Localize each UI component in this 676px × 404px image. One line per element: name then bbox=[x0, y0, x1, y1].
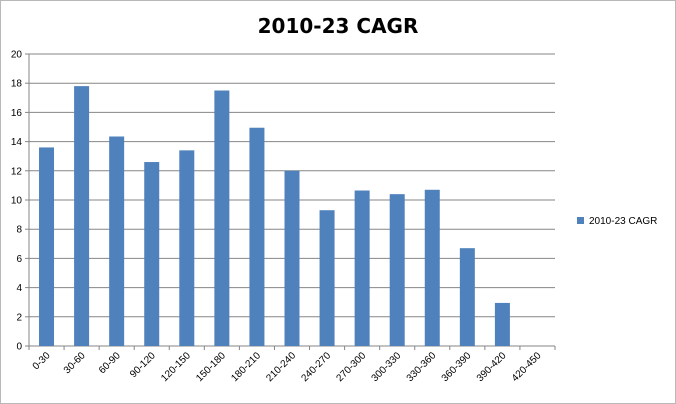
x-tick-label: 210-240 bbox=[264, 350, 298, 384]
bar-330-360 bbox=[424, 189, 440, 346]
bar-360-390 bbox=[459, 248, 475, 346]
y-tick-label: 12 bbox=[11, 166, 23, 177]
legend: 2010-23 CAGR bbox=[577, 216, 657, 227]
x-tick-label: 330-360 bbox=[405, 350, 439, 384]
bar-150-180 bbox=[214, 90, 230, 346]
x-tick-label: 60-90 bbox=[97, 350, 123, 376]
legend-label: 2010-23 CAGR bbox=[589, 216, 657, 227]
x-tick-label: 180-210 bbox=[229, 350, 263, 384]
y-tick-label: 18 bbox=[11, 79, 23, 90]
x-tick-label: 390-420 bbox=[475, 350, 509, 384]
bar-180-210 bbox=[249, 127, 265, 346]
x-tick-labels: 0-30 30-60 60-90 90-120 120-150 150-180 180-21… bbox=[31, 350, 544, 384]
x-tick-label: 270-300 bbox=[335, 350, 369, 384]
legend-swatch bbox=[577, 217, 584, 224]
bar-60-90 bbox=[109, 136, 125, 346]
chart-title: 2010-23 CAGR bbox=[258, 14, 419, 38]
y-tick-label: 8 bbox=[16, 225, 22, 236]
y-tick-label: 0 bbox=[16, 342, 22, 353]
y-tick-label: 4 bbox=[16, 283, 22, 294]
bars bbox=[39, 86, 510, 347]
x-tick-label: 240-270 bbox=[299, 350, 333, 384]
bar-0-30 bbox=[39, 147, 55, 346]
y-tick-label: 16 bbox=[11, 108, 23, 119]
x-tick-label: 300-330 bbox=[370, 350, 404, 384]
y-tick-labels: 0 2 4 6 8 10 12 14 16 18 20 bbox=[11, 50, 23, 353]
bar-390-420 bbox=[494, 302, 510, 346]
bar-30-60 bbox=[74, 86, 90, 347]
x-tick-label: 150-180 bbox=[194, 350, 228, 384]
x-tick-label: 90-120 bbox=[128, 350, 158, 380]
bar-300-330 bbox=[389, 194, 405, 346]
y-tick-label: 20 bbox=[11, 50, 23, 61]
y-tick-label: 10 bbox=[11, 196, 23, 207]
y-tick-label: 6 bbox=[16, 254, 22, 265]
y-tick-label: 14 bbox=[11, 137, 23, 148]
bar-210-240 bbox=[284, 170, 300, 346]
bar-240-270 bbox=[319, 210, 335, 346]
bar-90-120 bbox=[144, 162, 160, 346]
y-tick-label: 2 bbox=[16, 312, 22, 323]
x-tick-label: 30-60 bbox=[62, 350, 88, 376]
x-tick-label: 120-150 bbox=[159, 350, 193, 384]
bar-270-300 bbox=[354, 190, 370, 346]
x-tick-label: 420-450 bbox=[510, 350, 544, 384]
x-tick-label: 0-30 bbox=[31, 350, 53, 372]
bar-120-150 bbox=[179, 150, 195, 346]
x-tick-label: 360-390 bbox=[440, 350, 474, 384]
